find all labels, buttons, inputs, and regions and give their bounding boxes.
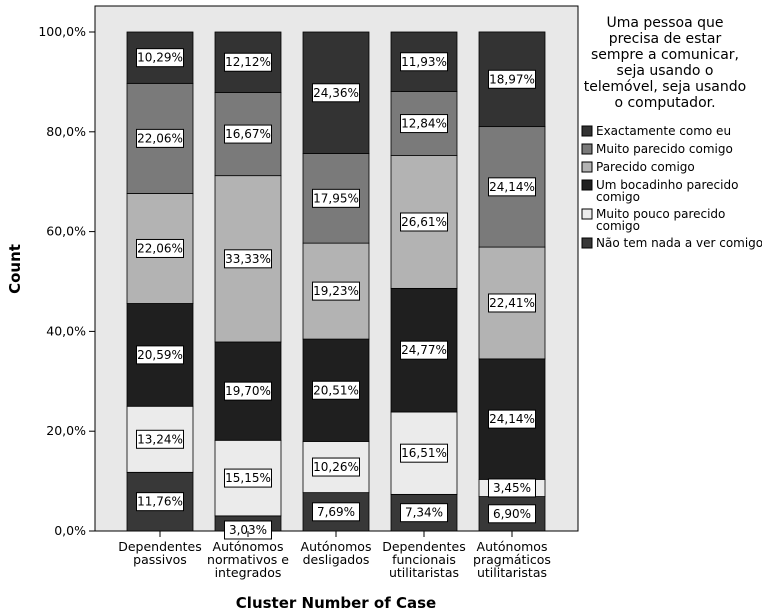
- data-label: 13,24%: [137, 432, 183, 446]
- data-label: 15,15%: [225, 471, 271, 485]
- data-label: 19,70%: [225, 384, 271, 398]
- data-label: 33,33%: [225, 252, 271, 266]
- y-tick-label: 40,0%: [46, 323, 86, 338]
- data-label: 16,67%: [225, 127, 271, 141]
- y-tick-label: 80,0%: [46, 124, 86, 139]
- data-label: 24,14%: [489, 180, 535, 194]
- legend-swatch: [582, 144, 592, 154]
- y-tick-label: 0,0%: [54, 523, 86, 538]
- x-tick-label: Dependentes funcionais utilitaristas: [382, 539, 466, 580]
- x-tick-label: Autónomos pragmáticos utilitaristas: [473, 539, 551, 580]
- data-label: 22,06%: [137, 241, 183, 255]
- legend-entry: Muito pouco parecido comigo: [596, 207, 725, 233]
- legend-swatch: [582, 209, 592, 219]
- legend-swatch: [582, 238, 592, 248]
- legend-entry: Um bocadinho parecido comigo: [596, 178, 738, 204]
- data-label: 22,41%: [489, 296, 535, 310]
- legend: Uma pessoa que precisa de estar sempre a c…: [582, 15, 762, 250]
- x-tick-label: Dependentes passivos: [118, 539, 202, 567]
- data-label: 3,45%: [493, 481, 531, 495]
- legend-entry: Não tem nada a ver comigo: [596, 236, 762, 250]
- y-tick-label: 60,0%: [46, 224, 86, 239]
- legend-swatch: [582, 162, 592, 172]
- data-label: 18,97%: [489, 72, 535, 86]
- legend-swatch: [582, 180, 592, 190]
- data-label: 24,77%: [401, 343, 447, 357]
- x-axis-title: Cluster Number of Case: [236, 594, 436, 612]
- y-axis-title: Count: [6, 244, 24, 294]
- data-label: 17,95%: [313, 191, 359, 205]
- data-label: 20,51%: [313, 383, 359, 397]
- data-label: 10,26%: [313, 460, 359, 474]
- data-label: 24,14%: [489, 412, 535, 426]
- data-label: 10,29%: [137, 51, 183, 65]
- data-label: 16,51%: [401, 446, 447, 460]
- data-label: 6,90%: [493, 507, 531, 521]
- y-tick-label: 20,0%: [46, 423, 86, 438]
- x-tick-label: Autónomos desligados: [301, 539, 372, 567]
- data-label: 22,06%: [137, 131, 183, 145]
- data-label: 11,76%: [137, 495, 183, 509]
- legend-entry: Parecido comigo: [596, 160, 695, 174]
- legend-title: Uma pessoa que precisa de estar sempre a c…: [584, 15, 746, 111]
- data-label: 11,93%: [401, 55, 447, 69]
- x-tick-label: Autónomos normativos e integrados: [207, 539, 289, 580]
- data-label: 20,59%: [137, 348, 183, 362]
- data-label: 19,23%: [313, 284, 359, 298]
- y-axis: 0,0% 20,0% 40,0% 60,0% 80,0% 100,0%: [38, 24, 95, 538]
- legend-swatch: [582, 126, 592, 136]
- y-tick-label: 100,0%: [38, 24, 86, 39]
- data-label: 7,34%: [405, 506, 443, 520]
- data-label: 12,84%: [401, 117, 447, 131]
- data-label: 12,12%: [225, 55, 271, 69]
- legend-entry: Exactamente como eu: [596, 124, 731, 138]
- data-label: 26,61%: [401, 215, 447, 229]
- data-label: 7,69%: [317, 505, 355, 519]
- data-label: 24,36%: [313, 86, 359, 100]
- bars: 11,76%13,24%20,59%22,06%22,06%10,29%3,03…: [127, 32, 545, 539]
- legend-entry: Muito parecido comigo: [596, 142, 733, 156]
